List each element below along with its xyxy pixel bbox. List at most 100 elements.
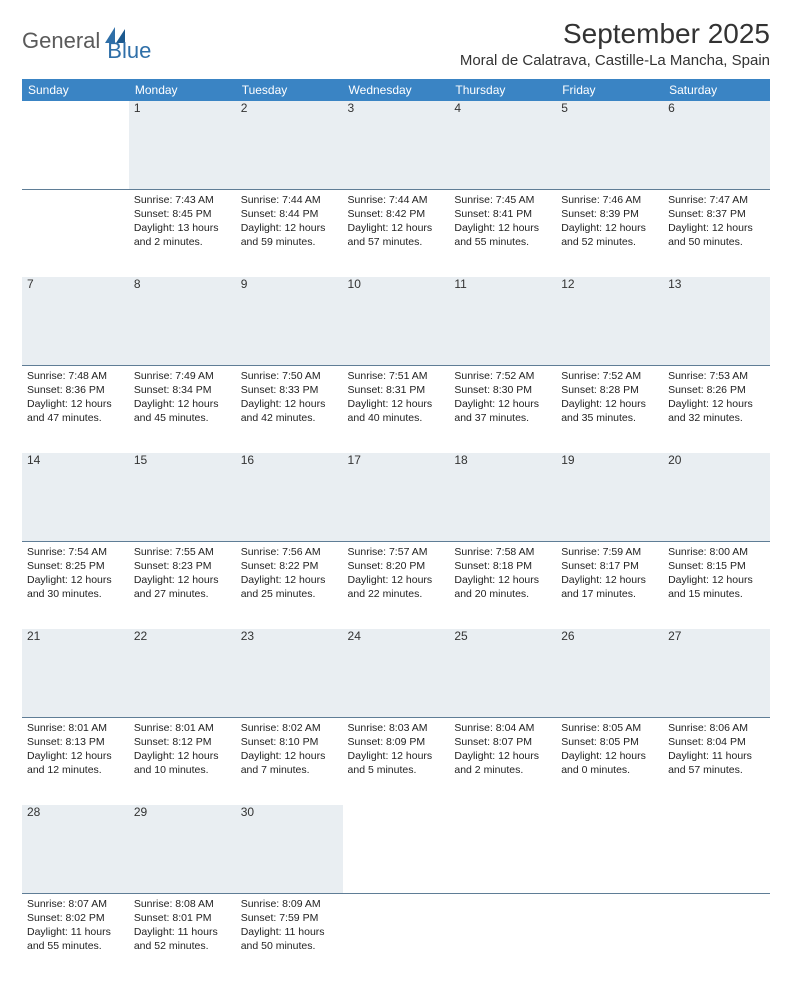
- day-number: 22: [129, 629, 236, 717]
- day-cell: Sunrise: 7:51 AMSunset: 8:31 PMDaylight:…: [343, 365, 450, 453]
- logo-text-blue: Blue: [107, 38, 151, 64]
- day-cell: Sunrise: 7:43 AMSunset: 8:45 PMDaylight:…: [129, 189, 236, 277]
- sunset-text: Sunset: 8:26 PM: [668, 383, 765, 397]
- sunset-text: Sunset: 8:28 PM: [561, 383, 658, 397]
- calendar-table: Sunday Monday Tuesday Wednesday Thursday…: [22, 79, 770, 981]
- daylight-text: Daylight: 11 hours and 52 minutes.: [134, 925, 231, 953]
- daylight-text: Daylight: 12 hours and 50 minutes.: [668, 221, 765, 249]
- day-cell: Sunrise: 8:03 AMSunset: 8:09 PMDaylight:…: [343, 717, 450, 805]
- col-wednesday: Wednesday: [343, 79, 450, 101]
- day-number: 25: [449, 629, 556, 717]
- day-cell-text: Sunrise: 7:59 AMSunset: 8:17 PMDaylight:…: [561, 542, 658, 602]
- daylight-text: Daylight: 12 hours and 20 minutes.: [454, 573, 551, 601]
- daynum-row: 14151617181920: [22, 453, 770, 541]
- day-cell: Sunrise: 8:09 AMSunset: 7:59 PMDaylight:…: [236, 893, 343, 981]
- day-content-row: Sunrise: 8:07 AMSunset: 8:02 PM Daylight:…: [22, 893, 770, 981]
- daylight-text: Daylight: 11 hours and 50 minutes.: [241, 925, 338, 953]
- day-cell-text: Sunrise: 8:05 AMSunset: 8:05 PMDaylight:…: [561, 718, 658, 778]
- sunrise-text: Sunrise: 8:04 AM: [454, 721, 551, 735]
- sunrise-text: Sunrise: 7:59 AM: [561, 545, 658, 559]
- day-cell: Sunrise: 7:47 AMSunset: 8:37 PMDaylight:…: [663, 189, 770, 277]
- daylight-text: Daylight: 12 hours and 47 minutes.: [27, 397, 124, 425]
- daylight-text: Daylight: 12 hours and 59 minutes.: [241, 221, 338, 249]
- day-cell-text: Sunrise: 7:53 AMSunset: 8:26 PMDaylight:…: [668, 366, 765, 426]
- daylight-text: Daylight: 12 hours and 40 minutes.: [348, 397, 445, 425]
- day-cell: [22, 189, 129, 277]
- day-number: 9: [236, 277, 343, 365]
- day-number: 5: [556, 101, 663, 189]
- day-number: 15: [129, 453, 236, 541]
- sunrise-text: Sunrise: 7:56 AM: [241, 545, 338, 559]
- sunset-text: Sunset: 8:37 PM: [668, 207, 765, 221]
- sunrise-text: Sunrise: 8:08 AM: [134, 897, 231, 911]
- sunset-text: Sunset: 8:34 PM: [134, 383, 231, 397]
- day-cell: Sunrise: 8:01 AMSunset: 8:13 PMDaylight:…: [22, 717, 129, 805]
- day-cell: Sunrise: 7:58 AMSunset: 8:18 PMDaylight:…: [449, 541, 556, 629]
- day-cell-text: Sunrise: 7:45 AMSunset: 8:41 PMDaylight:…: [454, 190, 551, 250]
- sunrise-text: Sunrise: 7:49 AM: [134, 369, 231, 383]
- day-number: 24: [343, 629, 450, 717]
- day-cell: Sunrise: 7:48 AMSunset: 8:36 PMDaylight:…: [22, 365, 129, 453]
- day-number: 6: [663, 101, 770, 189]
- day-number: 29: [129, 805, 236, 893]
- day-cell-text: Sunrise: 8:00 AMSunset: 8:15 PMDaylight:…: [668, 542, 765, 602]
- day-number: 18: [449, 453, 556, 541]
- sunset-text: Sunset: 8:10 PM: [241, 735, 338, 749]
- sunrise-text: Sunrise: 7:58 AM: [454, 545, 551, 559]
- sunset-text: Sunset: 8:02 PM: [27, 911, 124, 925]
- sunset-text: Sunset: 8:44 PM: [241, 207, 338, 221]
- daylight-text: Daylight: 11 hours and 57 minutes.: [668, 749, 765, 777]
- day-number: 17: [343, 453, 450, 541]
- col-friday: Friday: [556, 79, 663, 101]
- header: General Blue September 2025 Moral de Cal…: [22, 18, 770, 69]
- day-number: 19: [556, 453, 663, 541]
- day-header-row: Sunday Monday Tuesday Wednesday Thursday…: [22, 79, 770, 101]
- sunset-text: Sunset: 8:36 PM: [27, 383, 124, 397]
- day-number: 8: [129, 277, 236, 365]
- sunrise-text: Sunrise: 7:50 AM: [241, 369, 338, 383]
- day-cell: Sunrise: 7:45 AMSunset: 8:41 PMDaylight:…: [449, 189, 556, 277]
- day-cell-text: Sunrise: 7:57 AMSunset: 8:20 PMDaylight:…: [348, 542, 445, 602]
- day-cell-text: Sunrise: 7:44 AMSunset: 8:44 PMDaylight:…: [241, 190, 338, 250]
- sunrise-text: Sunrise: 7:55 AM: [134, 545, 231, 559]
- day-number: 23: [236, 629, 343, 717]
- page-title: September 2025: [460, 18, 770, 50]
- daylight-text: Daylight: 12 hours and 35 minutes.: [561, 397, 658, 425]
- day-cell: Sunrise: 8:01 AMSunset: 8:12 PMDaylight:…: [129, 717, 236, 805]
- day-cell-text: Sunrise: 7:44 AMSunset: 8:42 PMDaylight:…: [348, 190, 445, 250]
- day-number: 13: [663, 277, 770, 365]
- sunrise-text: Sunrise: 8:07 AM: [27, 897, 124, 911]
- day-number: 1: [129, 101, 236, 189]
- day-cell-text: Sunrise: 8:07 AMSunset: 8:02 PMDaylight:…: [27, 894, 124, 954]
- sunset-text: Sunset: 8:13 PM: [27, 735, 124, 749]
- sunset-text: Sunset: 8:18 PM: [454, 559, 551, 573]
- sunrise-text: Sunrise: 7:53 AM: [668, 369, 765, 383]
- col-sunday: Sunday: [22, 79, 129, 101]
- day-number: 27: [663, 629, 770, 717]
- day-cell: [663, 893, 770, 981]
- col-monday: Monday: [129, 79, 236, 101]
- sunrise-text: Sunrise: 7:46 AM: [561, 193, 658, 207]
- sunset-text: Sunset: 8:22 PM: [241, 559, 338, 573]
- sunrise-text: Sunrise: 8:01 AM: [27, 721, 124, 735]
- day-cell: Sunrise: 7:57 AMSunset: 8:20 PMDaylight:…: [343, 541, 450, 629]
- daylight-text: Daylight: 12 hours and 27 minutes.: [134, 573, 231, 601]
- day-cell: Sunrise: 7:46 AMSunset: 8:39 PMDaylight:…: [556, 189, 663, 277]
- day-cell: Sunrise: 8:07 AMSunset: 8:02 PMDaylight:…: [22, 893, 129, 981]
- daylight-text: Daylight: 12 hours and 22 minutes.: [348, 573, 445, 601]
- day-cell-text: Sunrise: 8:09 AMSunset: 7:59 PMDaylight:…: [241, 894, 338, 954]
- day-cell: Sunrise: 7:52 AMSunset: 8:28 PMDaylight:…: [556, 365, 663, 453]
- day-cell: Sunrise: 8:08 AMSunset: 8:01 PMDaylight:…: [129, 893, 236, 981]
- day-number: 7: [22, 277, 129, 365]
- day-cell: Sunrise: 7:50 AMSunset: 8:33 PMDaylight:…: [236, 365, 343, 453]
- day-cell-text: Sunrise: 8:04 AMSunset: 8:07 PMDaylight:…: [454, 718, 551, 778]
- sunset-text: Sunset: 8:01 PM: [134, 911, 231, 925]
- day-number: 26: [556, 629, 663, 717]
- daylight-text: Daylight: 12 hours and 12 minutes.: [27, 749, 124, 777]
- sunrise-text: Sunrise: 7:45 AM: [454, 193, 551, 207]
- sunset-text: Sunset: 8:33 PM: [241, 383, 338, 397]
- logo-text-general: General: [22, 28, 100, 54]
- sunrise-text: Sunrise: 8:02 AM: [241, 721, 338, 735]
- day-cell-text: Sunrise: 7:51 AMSunset: 8:31 PMDaylight:…: [348, 366, 445, 426]
- daylight-text: Daylight: 12 hours and 10 minutes.: [134, 749, 231, 777]
